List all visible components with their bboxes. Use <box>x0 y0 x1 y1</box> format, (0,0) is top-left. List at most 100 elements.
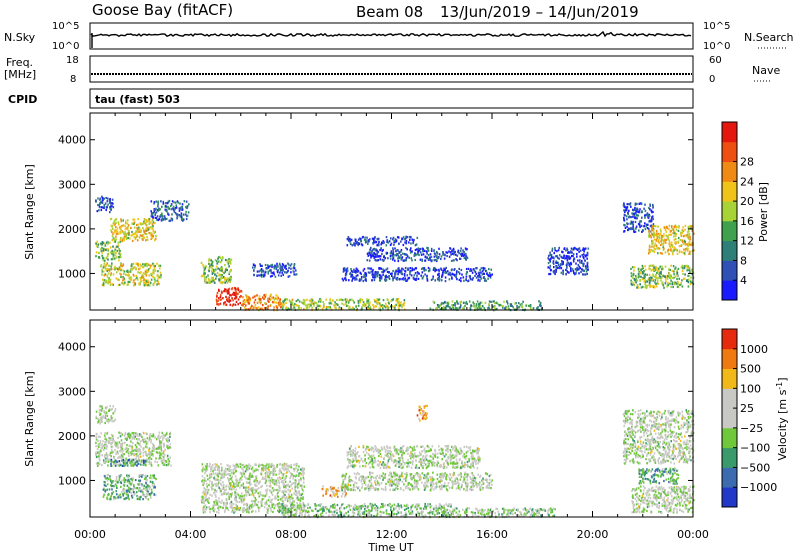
data-cell <box>131 222 134 225</box>
data-cell <box>465 275 468 278</box>
data-cell <box>426 246 428 249</box>
data-cell <box>557 264 560 267</box>
data-cell <box>230 478 233 481</box>
data-cell <box>111 436 113 439</box>
data-cell <box>138 496 141 499</box>
data-cell <box>383 269 386 272</box>
data-cell <box>256 468 258 471</box>
data-cell <box>565 257 567 260</box>
data-cell <box>426 278 429 281</box>
data-cell <box>216 291 219 294</box>
data-cell <box>657 232 660 235</box>
data-cell <box>358 279 361 282</box>
data-cell <box>361 306 363 309</box>
data-cell <box>149 494 152 497</box>
data-cell <box>260 494 262 497</box>
data-cell <box>107 473 110 477</box>
data-cell <box>465 254 467 257</box>
data-cell <box>215 472 217 475</box>
data-cell <box>98 252 100 255</box>
data-cell <box>634 207 636 210</box>
data-cell <box>245 508 247 511</box>
data-cell <box>247 492 250 495</box>
data-cell <box>269 269 272 272</box>
data-cell <box>132 458 135 461</box>
data-cell <box>658 267 660 270</box>
data-cell <box>587 268 589 271</box>
data-cell <box>644 203 646 206</box>
data-cell <box>180 206 183 209</box>
data-cell <box>652 240 654 243</box>
data-cell <box>228 493 230 496</box>
data-cell <box>264 302 266 305</box>
data-cell <box>245 491 247 495</box>
data-cell <box>217 267 219 270</box>
data-cell <box>386 239 389 242</box>
data-cell <box>660 234 663 238</box>
data-cell <box>100 432 102 435</box>
data-cell <box>146 442 149 445</box>
data-cell <box>142 439 144 442</box>
data-cell <box>147 270 149 273</box>
data-cell <box>131 267 133 270</box>
data-cell <box>265 293 267 296</box>
data-cell <box>101 201 104 204</box>
data-cell <box>409 238 411 241</box>
data-cell <box>98 408 101 411</box>
data-cell <box>143 477 146 480</box>
data-cell <box>391 274 393 277</box>
data-cell <box>213 281 216 284</box>
data-cell <box>125 234 128 237</box>
data-cell <box>655 244 657 247</box>
data-cell <box>253 504 256 507</box>
data-cell <box>110 224 113 227</box>
data-cell <box>643 207 645 210</box>
data-cell <box>160 449 163 452</box>
data-cell <box>691 249 694 253</box>
data-cell <box>474 274 476 278</box>
data-cell <box>110 272 112 275</box>
data-cell <box>106 454 109 457</box>
data-cell <box>98 445 100 449</box>
data-cell <box>118 478 121 481</box>
data-cell <box>668 228 670 231</box>
data-cell <box>668 233 670 236</box>
data-cell <box>139 455 142 458</box>
data-cell <box>374 273 377 276</box>
data-cell <box>296 509 298 512</box>
data-cell <box>271 263 274 266</box>
data-cell <box>445 266 447 269</box>
data-cell <box>458 267 460 270</box>
data-cell <box>245 300 248 303</box>
data-cell <box>364 305 366 308</box>
data-cell <box>636 202 638 205</box>
data-cell <box>141 493 144 496</box>
data-cell <box>655 265 657 268</box>
data-cell <box>393 254 395 257</box>
data-cell <box>688 266 690 269</box>
data-cell <box>251 466 254 469</box>
data-cell <box>170 208 173 211</box>
data-cell <box>108 453 111 456</box>
data-cell <box>410 274 413 277</box>
y-tick-label: 1000 <box>58 267 86 280</box>
data-cell <box>267 272 270 275</box>
data-cell <box>140 264 142 267</box>
data-cell <box>664 241 667 244</box>
data-cell <box>118 460 121 463</box>
data-cell <box>433 249 435 252</box>
data-cell <box>172 205 175 208</box>
data-cell <box>223 272 225 275</box>
data-cell <box>131 461 133 464</box>
data-cell <box>130 267 132 270</box>
data-cell <box>298 472 300 475</box>
data-cell <box>349 272 351 275</box>
data-cell <box>101 268 103 271</box>
data-cell <box>577 259 579 262</box>
data-cell <box>217 302 219 306</box>
data-cell <box>556 261 558 264</box>
data-cell <box>106 419 109 422</box>
data-cell <box>118 256 121 259</box>
data-cell <box>110 265 113 268</box>
data-cell <box>458 272 461 275</box>
